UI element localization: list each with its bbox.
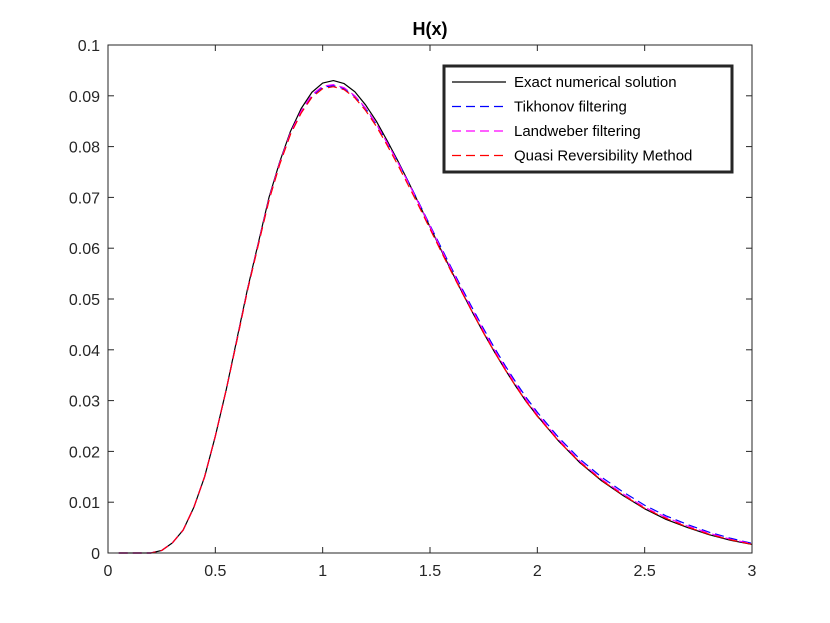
y-tick-label: 0 bbox=[91, 546, 100, 563]
x-tick-label: 2 bbox=[533, 563, 542, 580]
x-tick-label: 0 bbox=[104, 563, 113, 580]
y-tick-label: 0.07 bbox=[69, 190, 100, 207]
y-tick-label: 0.06 bbox=[69, 241, 100, 258]
y-tick-label: 0.01 bbox=[69, 495, 100, 512]
y-tick-label: 0.03 bbox=[69, 394, 100, 411]
legend-label: Landweber filtering bbox=[514, 123, 641, 140]
series-line-4 bbox=[118, 86, 753, 554]
legend: Exact numerical solution Tikhonov filteri… bbox=[442, 64, 734, 174]
y-tick-label: 0.08 bbox=[69, 140, 100, 157]
x-tick-label: 1 bbox=[318, 563, 327, 580]
x-tick-label: 0.5 bbox=[204, 563, 226, 580]
chart-title: H(x) bbox=[413, 19, 448, 39]
legend-label: Exact numerical solution bbox=[514, 74, 677, 91]
y-tick-label: 0.04 bbox=[69, 343, 100, 360]
legend-label: Quasi Reversibility Method bbox=[514, 148, 692, 165]
y-tick-label: 0.05 bbox=[69, 292, 100, 309]
y-tick-label: 0.1 bbox=[78, 38, 100, 55]
series-line-3 bbox=[118, 84, 753, 554]
y-tick-label: 0.09 bbox=[69, 89, 100, 106]
series-layer bbox=[118, 79, 753, 554]
x-tick-label: 2.5 bbox=[634, 563, 656, 580]
legend-label: Tikhonov filtering bbox=[514, 99, 627, 116]
plot-frame bbox=[107, 44, 753, 554]
legend-box bbox=[442, 64, 734, 174]
x-tick-label: 1.5 bbox=[419, 563, 441, 580]
x-tick-label: 3 bbox=[748, 563, 757, 580]
y-tick-label: 0.02 bbox=[69, 444, 100, 461]
